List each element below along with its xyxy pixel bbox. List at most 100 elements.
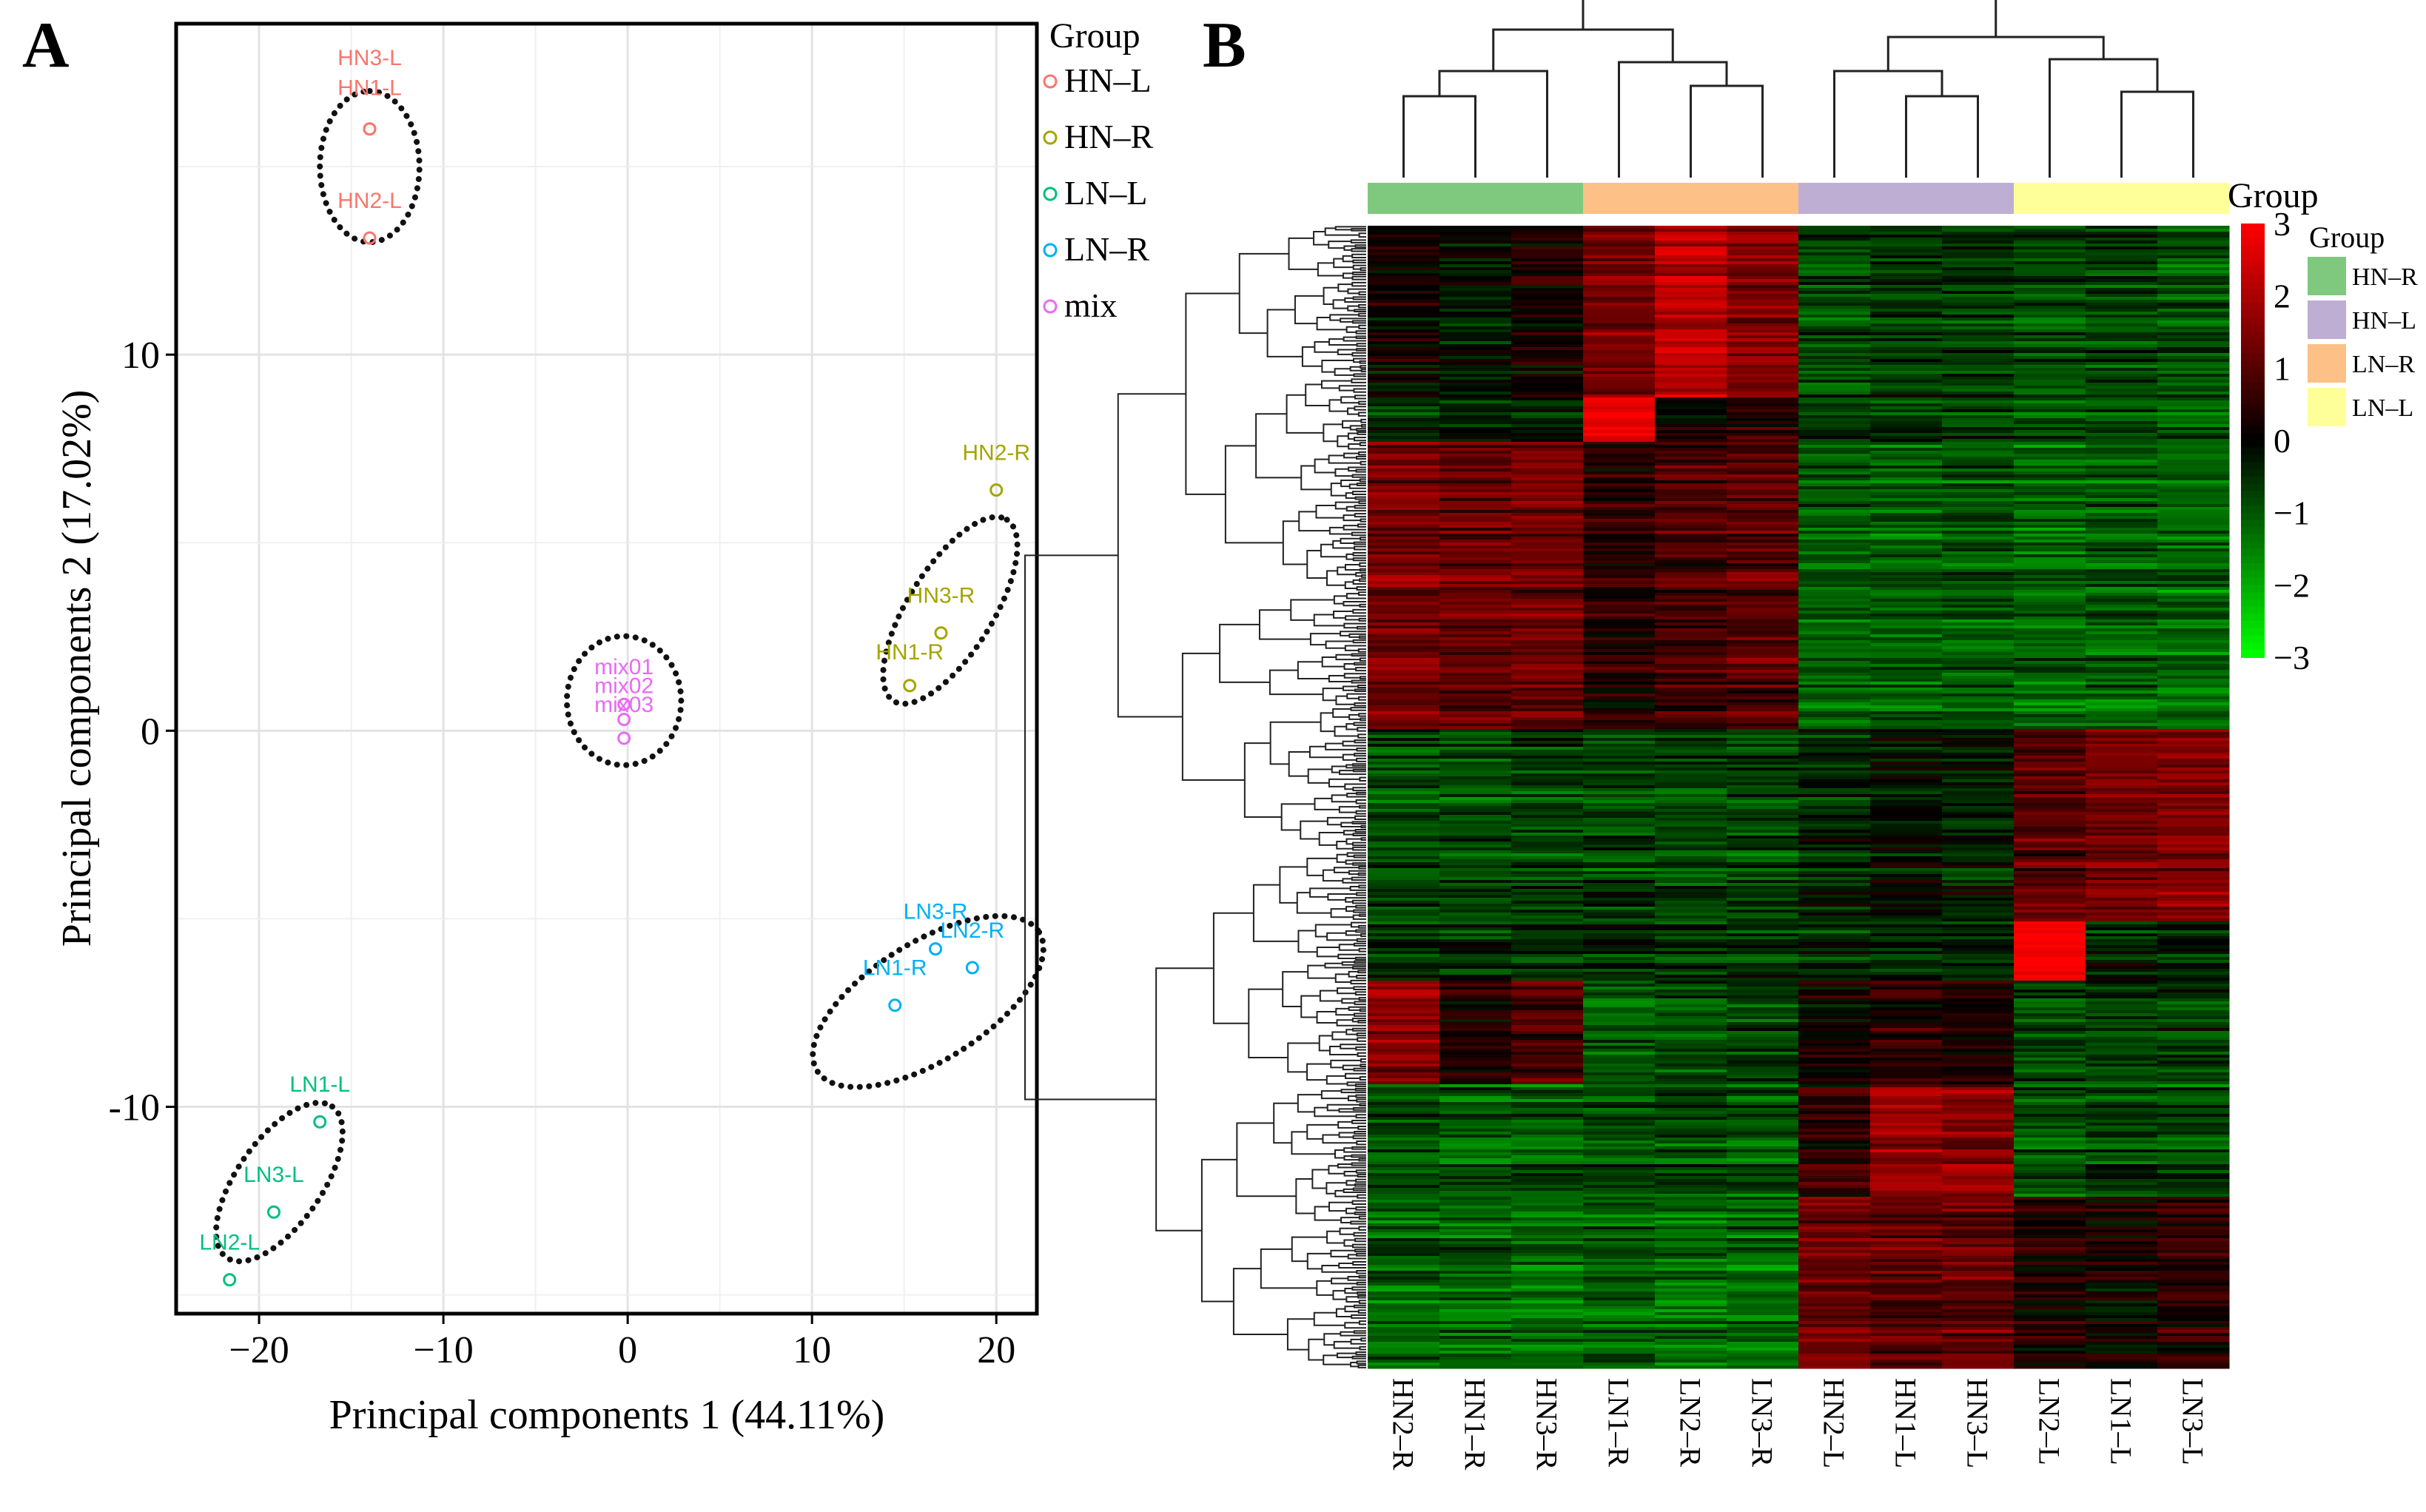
heatmap-cell <box>2014 853 2086 857</box>
heatmap-cell <box>2157 682 2230 685</box>
heatmap-cell <box>1798 415 1871 419</box>
heatmap-cell <box>1870 877 1943 881</box>
heatmap-cell <box>1655 243 1727 247</box>
heatmap-cell <box>1942 744 2015 747</box>
heatmap-cell <box>1798 525 1871 528</box>
heatmap-cell <box>1942 368 2015 372</box>
heatmap-cell <box>2157 1126 2230 1129</box>
heatmap-cell <box>1798 424 1871 428</box>
heatmap-cell <box>1655 821 1727 824</box>
heatmap-cell <box>1655 300 1727 303</box>
row-dendrogram-branch <box>1351 320 1366 324</box>
heatmap-cell <box>2086 989 2158 993</box>
heatmap-cell <box>1511 782 1584 786</box>
heatmap-cell <box>2086 294 2158 298</box>
heatmap-cell <box>1583 377 1656 380</box>
heatmap-cell <box>1511 895 1584 898</box>
row-dendrogram-branch <box>1332 299 1348 309</box>
heatmap-cell <box>1655 332 1727 336</box>
heatmap-cell <box>1942 767 2015 771</box>
pca-point-ln3-r <box>929 942 943 956</box>
heatmap-cell <box>1583 643 1656 647</box>
heatmap-cell <box>1368 1262 1440 1266</box>
heatmap-cell <box>1583 1022 1656 1026</box>
heatmap-cell <box>1798 282 1871 286</box>
heatmap-cell <box>1655 951 1727 955</box>
heatmap-cell <box>1870 486 1943 490</box>
heatmap-cell <box>1368 1152 1440 1156</box>
heatmap-cell <box>1439 732 1512 736</box>
heatmap-cell <box>1727 392 1799 395</box>
heatmap-cell <box>2086 782 2158 786</box>
heatmap-cell <box>1439 830 1512 833</box>
heatmap-cell <box>1439 1203 1512 1206</box>
heatmap-cell <box>1655 454 1727 457</box>
pca-x-axis-title: Principal components 1 (44.11%) <box>329 1392 885 1438</box>
heatmap-cell <box>1942 397 2015 401</box>
heatmap-cell <box>1870 294 1943 298</box>
heatmap-cell <box>1870 898 1943 901</box>
heatmap-cell <box>1798 1194 1871 1197</box>
heatmap-cell <box>1511 347 1584 351</box>
heatmap-cell <box>1655 969 1727 972</box>
heatmap-cell <box>1798 960 1871 964</box>
row-dendrogram-branch <box>1359 442 1366 446</box>
heatmap-cell <box>2086 554 2158 558</box>
heatmap-cell <box>1368 1229 1440 1233</box>
heatmap-cell <box>2086 1117 2158 1120</box>
heatmap-cell <box>1511 1081 1584 1085</box>
heatmap-cell <box>1727 782 1799 786</box>
heatmap-cell <box>2014 1206 2086 1209</box>
heatmap-cell <box>2157 255 2230 259</box>
heatmap-cell <box>1439 862 1512 866</box>
heatmap-cell <box>2086 1143 2158 1147</box>
heatmap-cell <box>1870 1028 1943 1032</box>
heatmap-cell <box>1439 1052 1512 1055</box>
heatmap-cell <box>1655 874 1727 878</box>
heatmap-cell <box>1798 1200 1871 1203</box>
heatmap-cell <box>1942 258 2015 262</box>
heatmap-cell <box>1727 1105 1799 1109</box>
heatmap-cell <box>1511 649 1584 653</box>
pca-point-ln2-r <box>965 961 979 975</box>
heatmap-cell <box>1870 646 1943 650</box>
heatmap-cell <box>1439 1238 1512 1242</box>
heatmap-cell <box>2014 969 2086 972</box>
heatmap-cell <box>2086 312 2158 315</box>
heatmap-cell <box>1511 545 1584 549</box>
heatmap-cell <box>1870 859 1943 863</box>
row-dendrogram-branch <box>1347 288 1366 295</box>
row-dendrogram-branch <box>1340 537 1361 545</box>
heatmap-cell <box>1798 383 1871 386</box>
heatmap-cell <box>1583 267 1656 271</box>
heatmap-cell <box>1439 480 1512 484</box>
heatmap-cell <box>1583 243 1656 247</box>
heatmap-cell <box>1655 1031 1727 1035</box>
heatmap-cell <box>1870 1022 1943 1026</box>
pca-point-hn2-l <box>363 231 377 245</box>
heatmap-cell <box>1727 1274 1799 1277</box>
heatmap-cell <box>2086 844 2158 848</box>
heatmap-cell <box>1942 913 2015 916</box>
heatmap-cell <box>1655 551 1727 555</box>
heatmap-cell <box>1870 427 1943 431</box>
heatmap-cell <box>2086 1167 2158 1171</box>
heatmap-cell <box>1511 540 1584 543</box>
heatmap-cell <box>2014 477 2086 481</box>
heatmap-cell <box>2157 865 2230 869</box>
heatmap-cell <box>1727 759 1799 762</box>
heatmap-cell <box>1583 767 1656 771</box>
heatmap-cell <box>1798 1164 1871 1168</box>
heatmap-cell <box>2086 397 2158 401</box>
heatmap-cell <box>1727 874 1799 878</box>
heatmap-cell <box>1798 948 1871 952</box>
heatmap-cell <box>1798 276 1871 280</box>
heatmap-cell <box>1511 1226 1584 1230</box>
heatmap-cell <box>2086 847 2158 851</box>
heatmap-cell <box>1727 495 1799 499</box>
heatmap-cell <box>1583 483 1656 487</box>
heatmap-cell <box>2157 770 2230 774</box>
row-dendrogram-branch <box>1357 1125 1366 1130</box>
heatmap-cell <box>1655 323 1727 327</box>
heatmap-cell <box>2086 572 2158 576</box>
